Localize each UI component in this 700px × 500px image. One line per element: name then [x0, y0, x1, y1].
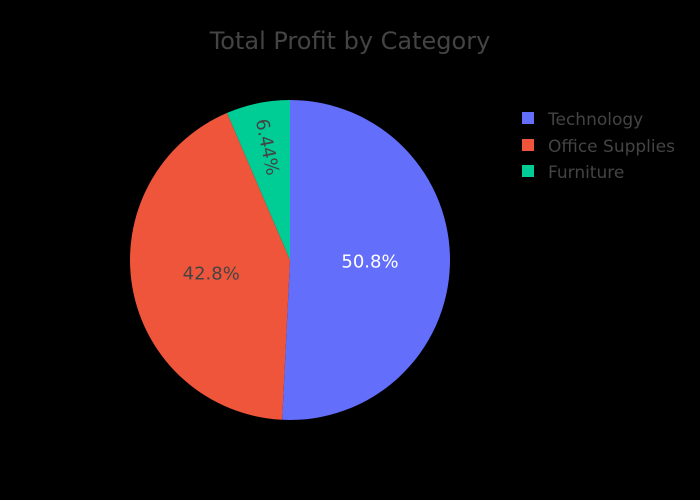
pie-slice-furniture[interactable]: [227, 100, 290, 260]
legend-entry-furniture[interactable]: Furniture: [522, 163, 624, 183]
legend-label-office-supplies: Office Supplies: [548, 137, 675, 157]
chart-title: Total Profit by Category: [209, 27, 491, 55]
legend-label-technology: Technology: [547, 110, 643, 130]
pie-slice-office-supplies[interactable]: [130, 112, 290, 420]
pie-label-office-supplies: 42.8%: [183, 264, 240, 285]
legend-swatch-technology: [522, 112, 534, 124]
legend-swatch-furniture: [522, 165, 534, 177]
legend-entry-technology[interactable]: Technology: [522, 110, 643, 130]
legend-swatch-office-supplies: [522, 139, 534, 151]
legend-entry-office-supplies[interactable]: Office Supplies: [522, 137, 675, 157]
pie-label-technology: 50.8%: [341, 251, 398, 272]
pie-slices: [130, 100, 450, 420]
pie-slice-technology[interactable]: [282, 100, 450, 420]
legend-label-furniture: Furniture: [548, 163, 624, 183]
legend: Technology Office Supplies Furniture: [522, 110, 675, 183]
